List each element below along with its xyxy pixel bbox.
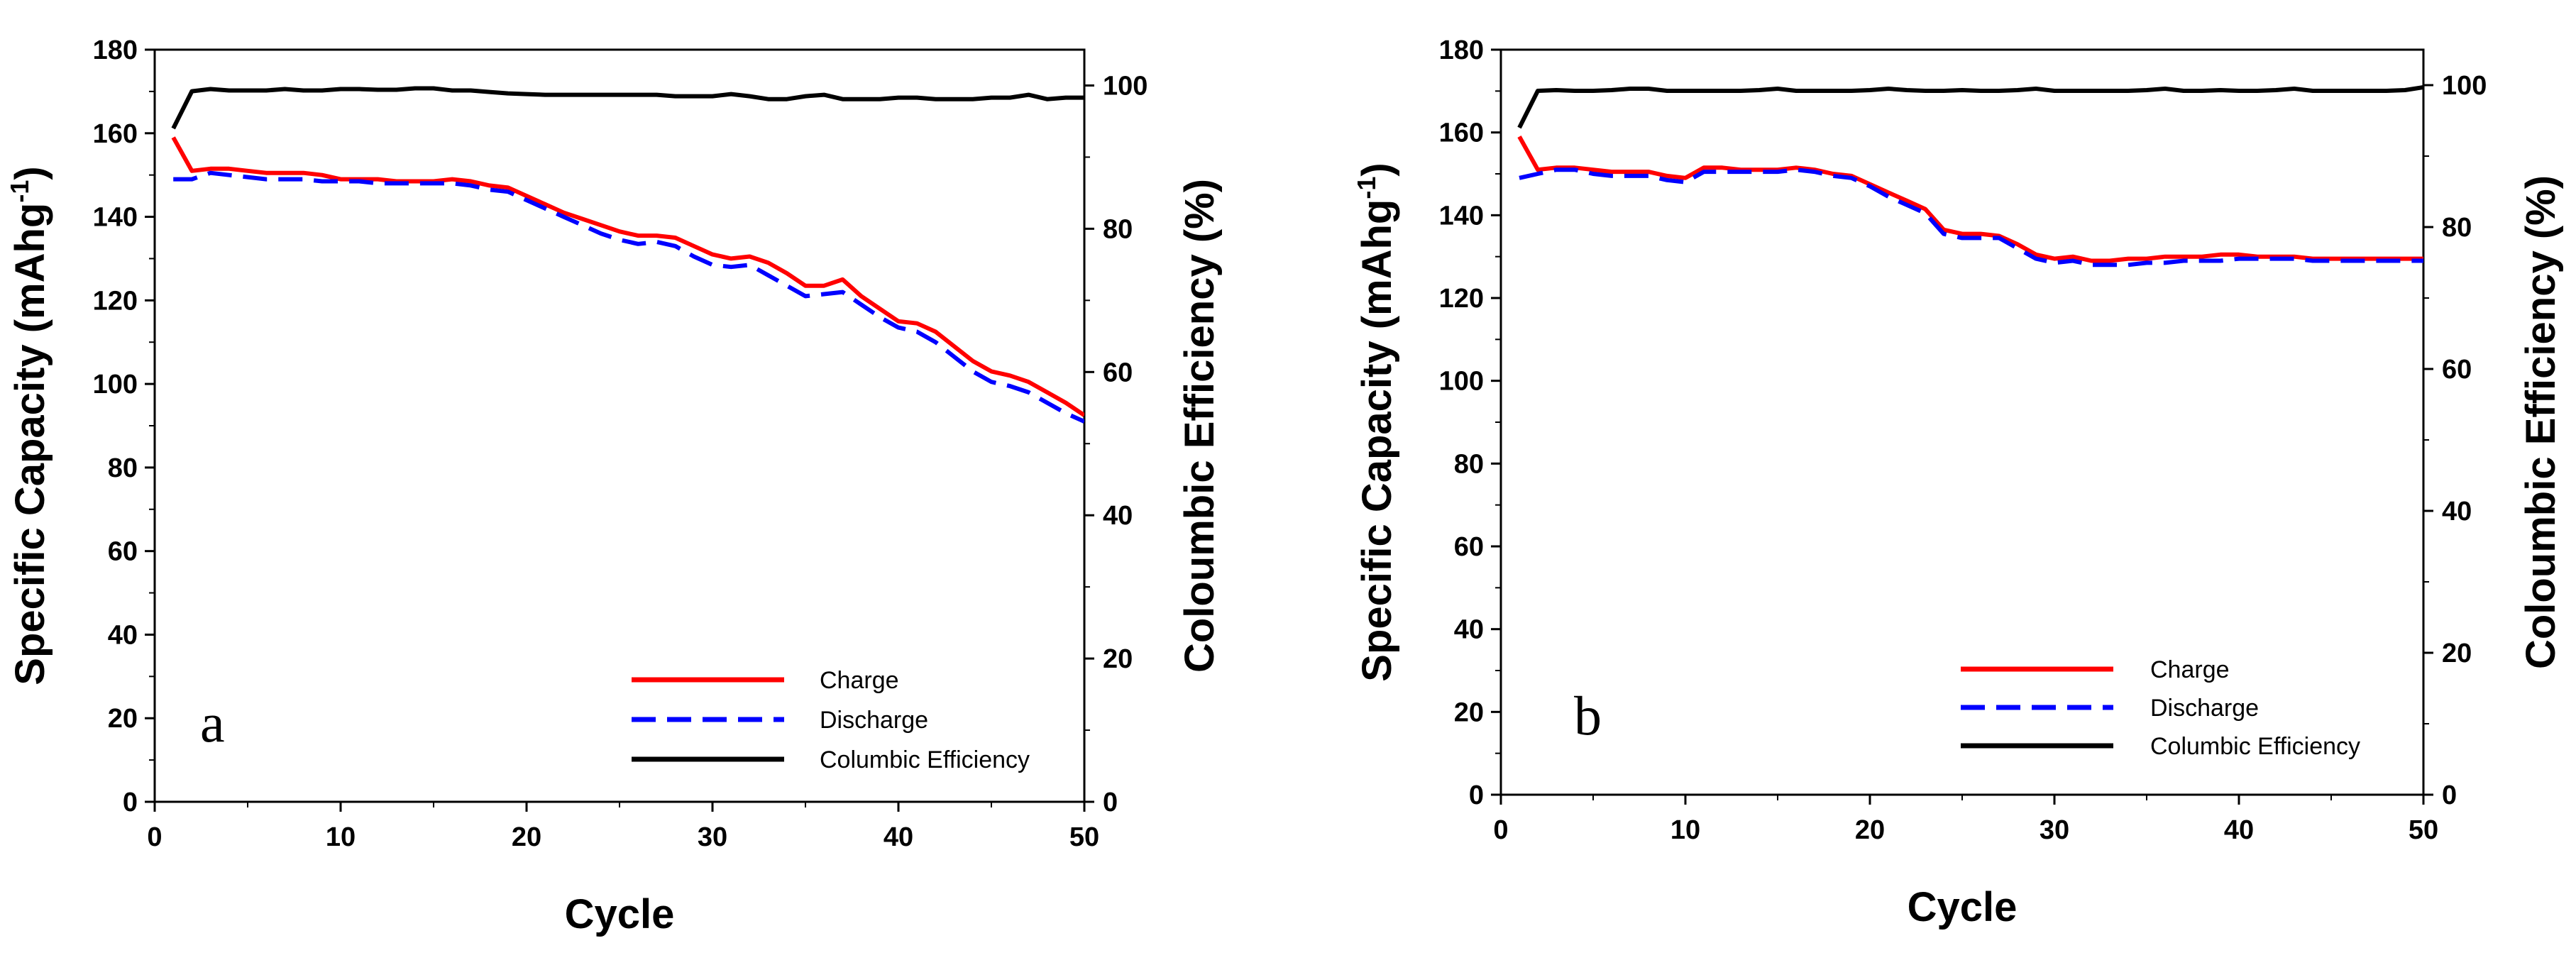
x-tick-label: 40	[884, 822, 913, 852]
x-tick-label: 30	[2040, 815, 2069, 845]
legend-label: Columbic Efficiency	[2150, 733, 2360, 760]
series-line-charge	[1517, 136, 2423, 263]
y-left-tick-label: 60	[1454, 532, 1484, 562]
legend-label: Discharge	[820, 707, 928, 734]
series-line-columbic-efficiency	[1517, 85, 2423, 129]
y-left-tick-label: 140	[93, 203, 138, 233]
panel-letter: a	[200, 692, 225, 754]
legend: Charge Discharge Columbic Efficiency	[1961, 656, 2360, 760]
y-left-tick-label: 20	[108, 704, 138, 734]
x-tick-label: 0	[147, 822, 162, 852]
y-left-tick-label: 140	[1439, 201, 1484, 231]
legend-label: Discharge	[2150, 695, 2259, 722]
legend-label: Columbic Efficiency	[820, 746, 1030, 773]
y-left-tick-label: 100	[1439, 367, 1484, 397]
x-tick-label: 20	[512, 822, 541, 852]
chart-panel-b: 0 10 20 30 40 5002040608010012014016018002040…	[1352, 35, 2564, 930]
y-left-axis-title: Specific Capacity (mAhg-1)	[1352, 162, 1400, 681]
x-tick-label: 10	[1670, 815, 1700, 845]
y-left-tick-label: 40	[1454, 615, 1484, 645]
y-right-tick-label: 80	[1103, 214, 1133, 244]
series-line-discharge	[173, 170, 1084, 424]
series-line-columbic-efficiency	[171, 86, 1084, 130]
x-tick-label: 50	[2409, 815, 2438, 845]
y-left-tick-label: 180	[1439, 35, 1484, 65]
y-left-tick-label: 120	[93, 286, 138, 316]
y-right-tick-label: 60	[1103, 358, 1133, 387]
y-left-axis-title: Specific Capacity (mAhg-1)	[5, 166, 53, 685]
x-tick-label: 0	[1493, 815, 1508, 845]
y-left-tick-label: 0	[123, 788, 138, 817]
x-tick-label: 20	[1855, 815, 1885, 845]
y-left-tick-label: 0	[1469, 781, 1484, 810]
plot-frame	[153, 48, 1086, 803]
y-right-tick-label: 60	[2442, 355, 2472, 385]
x-tick-label: 40	[2224, 815, 2254, 845]
y-right-tick-label: 40	[2442, 497, 2472, 526]
y-right-tick-label: 20	[1103, 644, 1133, 674]
y-left-tick-label: 160	[93, 119, 138, 149]
y-left-tick-label: 60	[108, 537, 138, 567]
x-tick-label: 50	[1069, 822, 1099, 852]
y-left-tick-label: 100	[93, 370, 138, 399]
y-left-tick-label: 80	[1454, 449, 1484, 479]
y-left-tick-label: 120	[1439, 284, 1484, 314]
y-left-tick-label: 180	[93, 35, 138, 65]
y-right-tick-label: 0	[1103, 788, 1118, 817]
x-tick-label: 10	[326, 822, 356, 852]
y-right-tick-label: 20	[2442, 639, 2472, 668]
panel-letter: b	[1574, 685, 1602, 746]
x-tick-label: 30	[698, 822, 727, 852]
y-left-tick-label: 20	[1454, 697, 1484, 727]
x-axis-title: Cycle	[565, 891, 675, 937]
legend: Charge Discharge Columbic Efficiency	[632, 667, 1030, 773]
legend-label: Charge	[820, 667, 899, 694]
y-left-tick-label: 160	[1439, 118, 1484, 148]
y-left-tick-label: 80	[108, 453, 138, 483]
x-axis-title: Cycle	[1908, 884, 2018, 930]
legend-label: Charge	[2150, 656, 2230, 683]
y-right-axis-title: Coloumbic Efficiency (%)	[2518, 175, 2564, 669]
plot-frame	[1499, 48, 2425, 796]
y-right-axis-title: Coloumbic Efficiency (%)	[1177, 179, 1223, 673]
y-right-tick-label: 100	[1103, 71, 1147, 101]
chart-panel-a: 0 10 20 30 40 5002040608010012014016018002040…	[5, 35, 1223, 937]
y-left-tick-label: 40	[108, 620, 138, 650]
series-line-discharge	[1519, 167, 2423, 268]
y-right-tick-label: 80	[2442, 213, 2472, 243]
series-line-charge	[171, 136, 1084, 417]
y-right-tick-label: 0	[2442, 781, 2457, 810]
y-right-tick-label: 100	[2442, 71, 2487, 101]
y-right-tick-label: 40	[1103, 501, 1133, 531]
